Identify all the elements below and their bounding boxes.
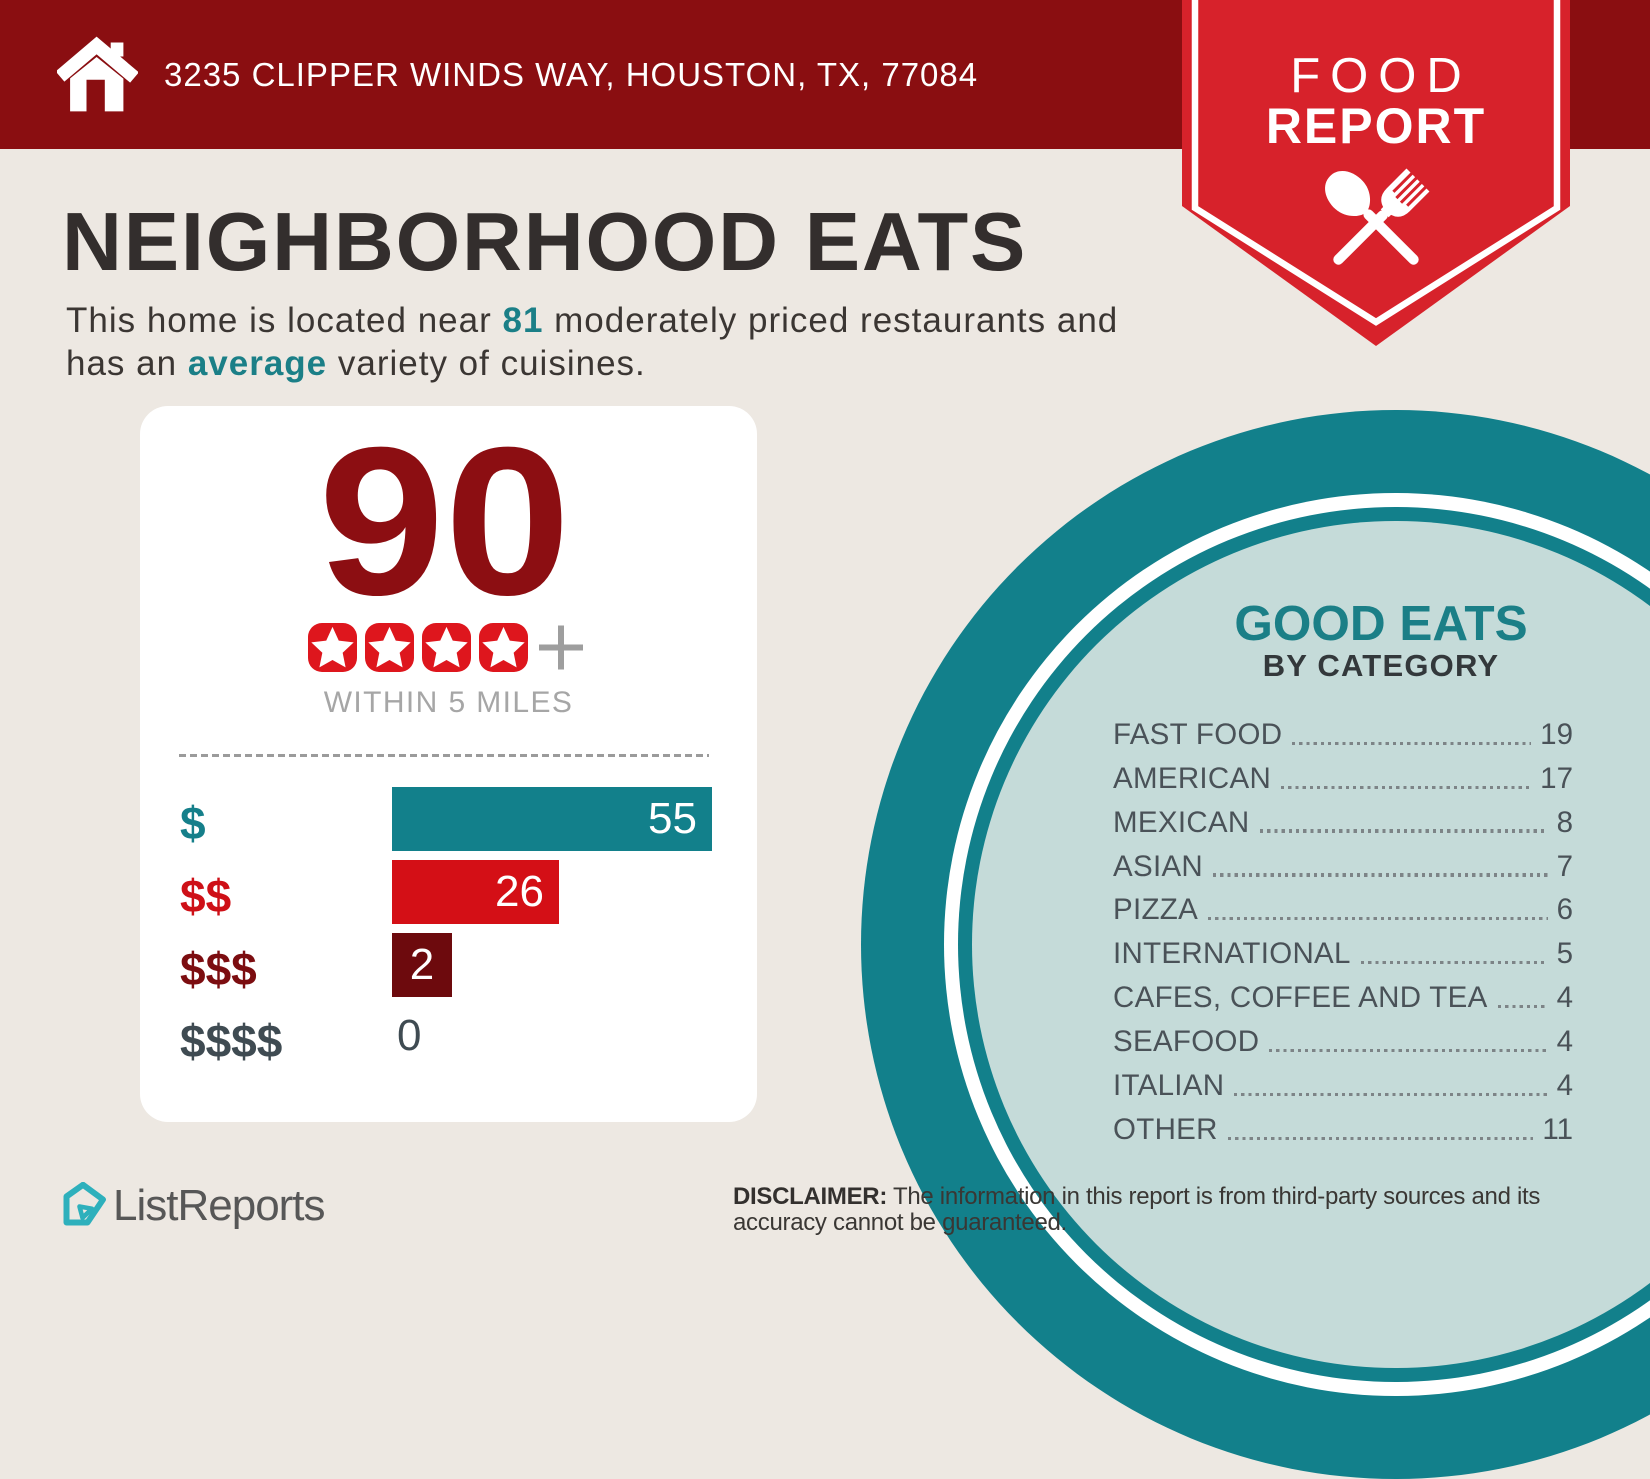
svg-text:FOOD: FOOD	[1290, 49, 1472, 103]
svg-text:REPORT: REPORT	[1266, 98, 1486, 154]
